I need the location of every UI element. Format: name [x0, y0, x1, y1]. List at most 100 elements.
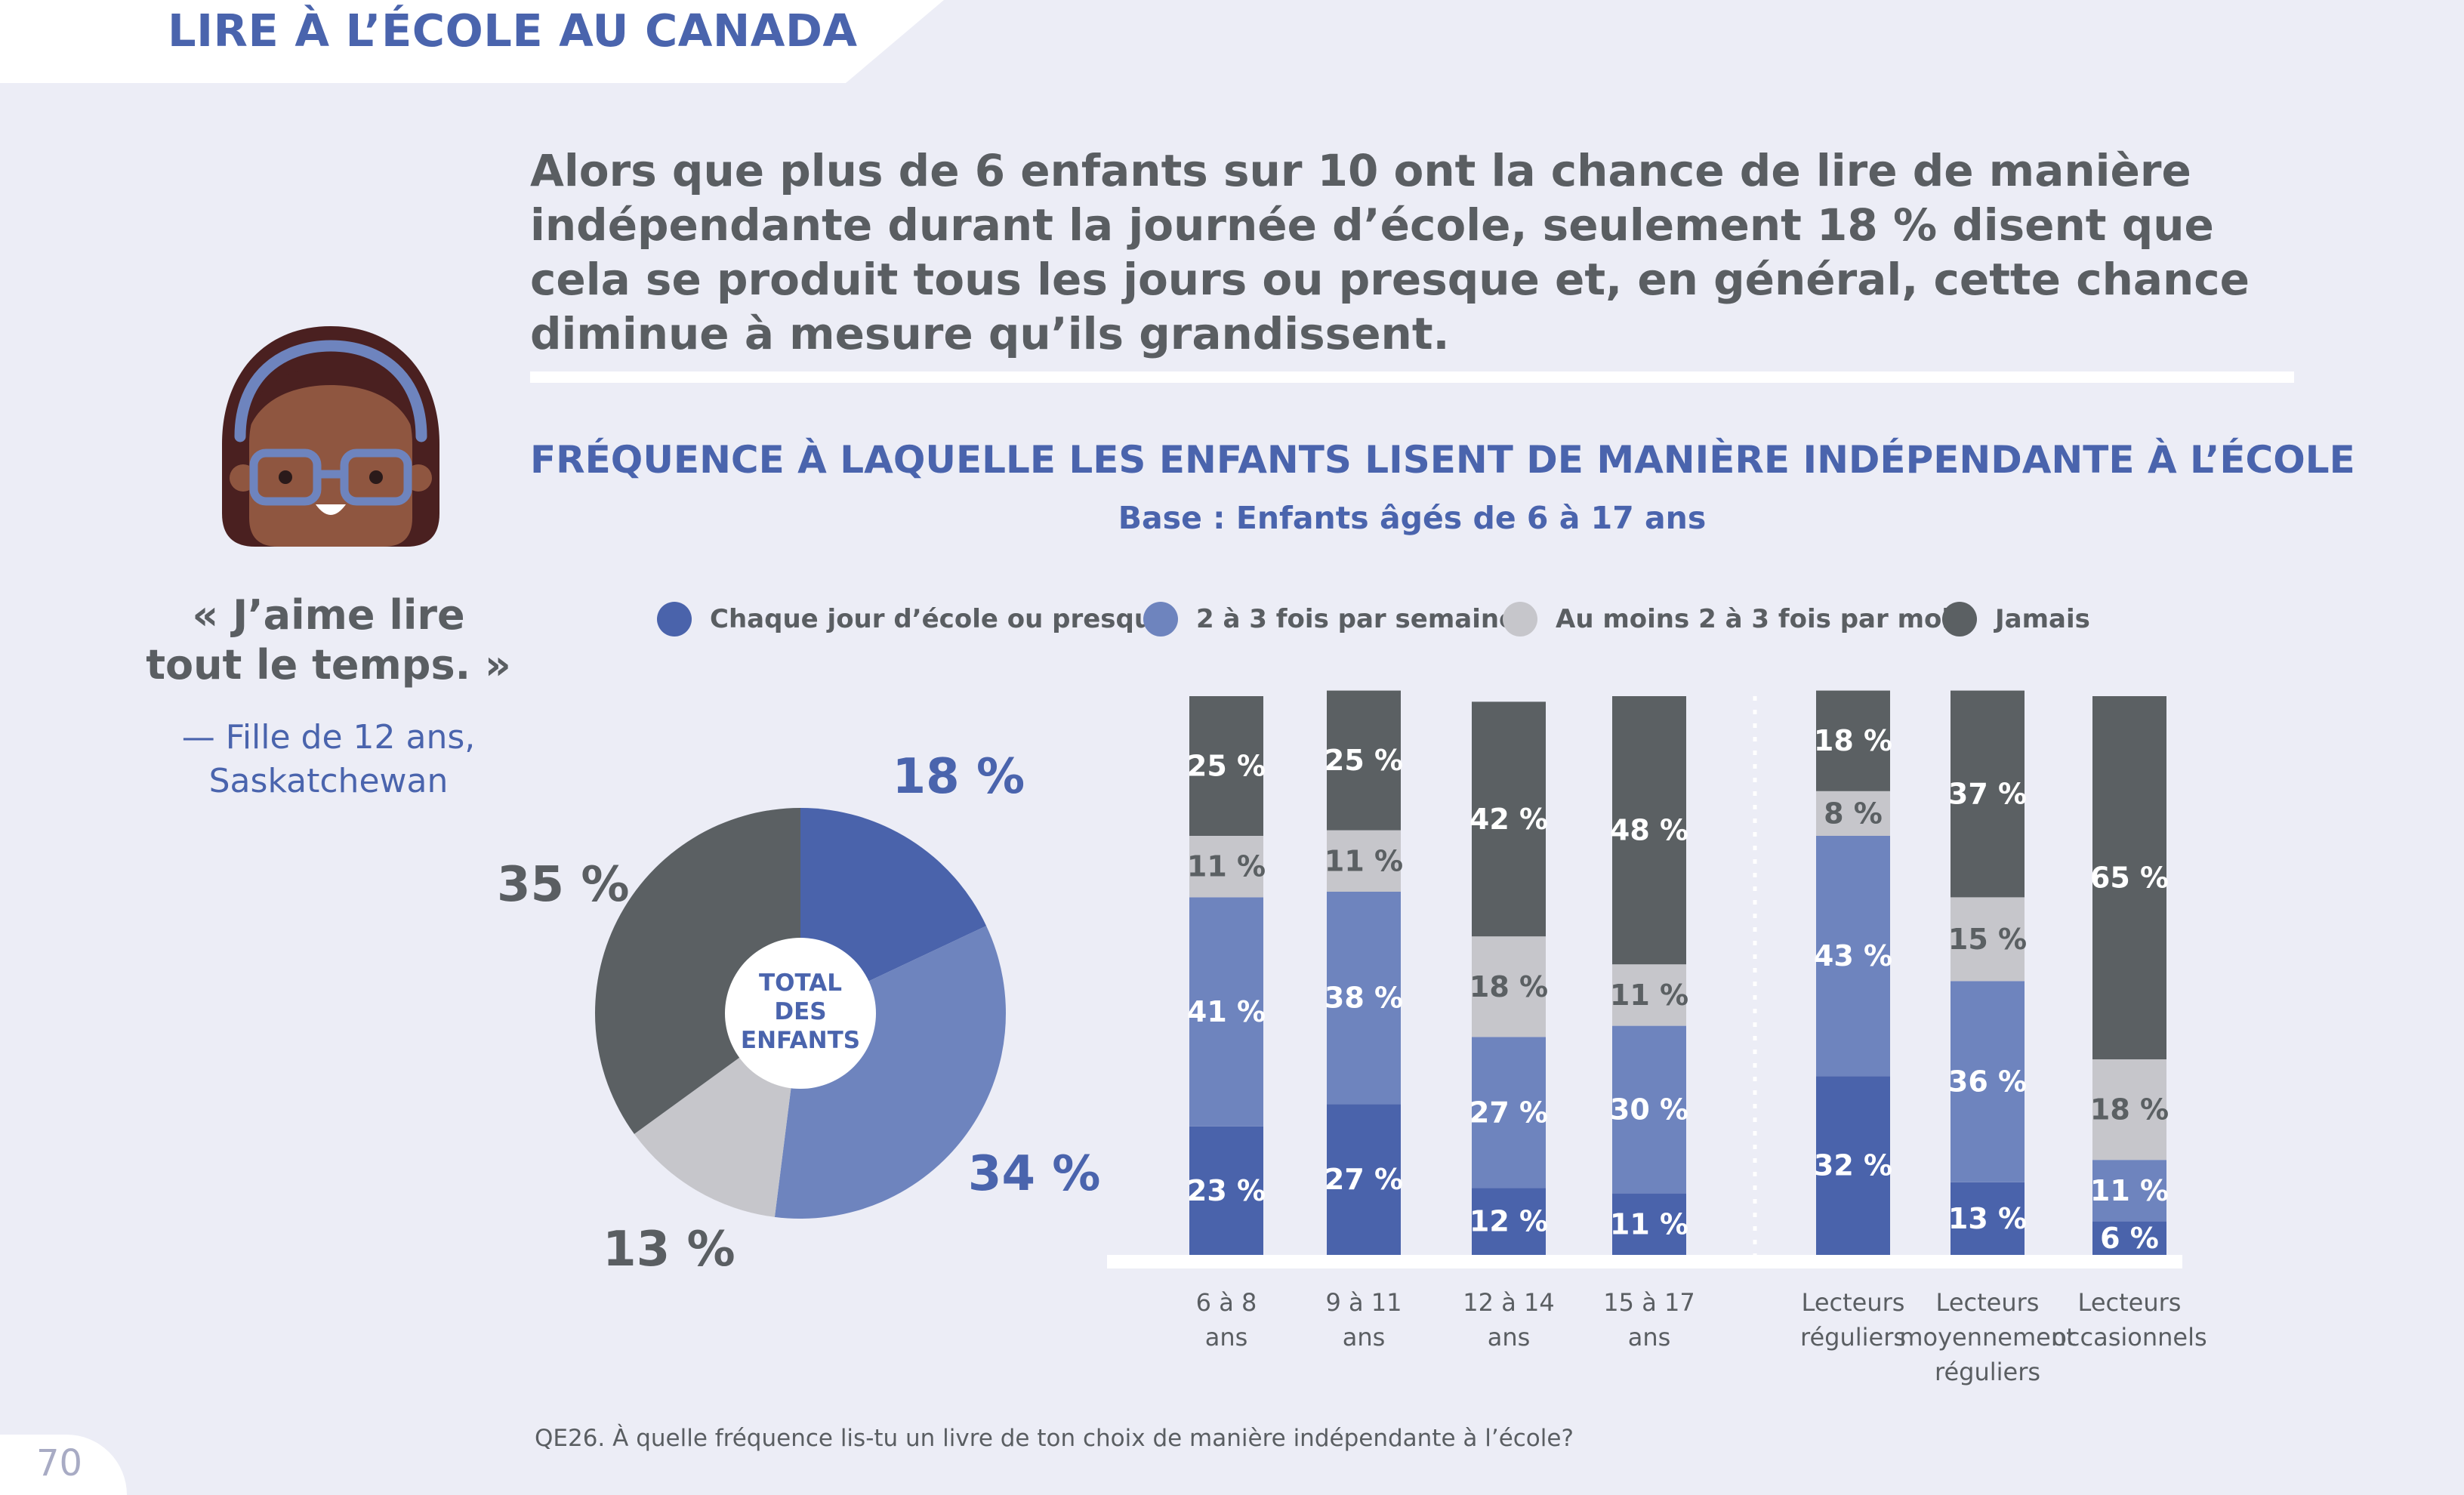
bar-segment-monthly: [1327, 830, 1401, 892]
x-tick-label: ans: [1628, 1323, 1671, 1352]
bar-value-label: 36 %: [1948, 1065, 2027, 1099]
stacked-bar-chart: 23 % 41 % 11 % 25 % 6 à 8 ans 27 % 38 % 11 % 25 %…: [1087, 680, 2250, 1435]
bar-segment-weekly: [1612, 1025, 1686, 1194]
pie-center: [725, 938, 876, 1089]
x-axis-baseline: [1107, 1255, 2182, 1268]
x-tick-label: occasionnels: [2052, 1323, 2206, 1352]
x-tick-label: ans: [1488, 1323, 1531, 1352]
legend-label-daily: Chaque jour d’école ou presque: [710, 604, 1170, 634]
pie-label-weekly: 34 %: [967, 1145, 1101, 1202]
bar-segment-weekly: [1327, 892, 1401, 1105]
bar-value-label: 32 %: [1814, 1149, 1892, 1182]
pie-center-label: TOTAL: [759, 969, 842, 997]
pie-slice-never: [595, 808, 800, 1134]
legend-swatch-monthly: [1503, 602, 1537, 637]
bar-segment-daily: [1327, 1104, 1401, 1255]
bar-segment-weekly: [1189, 897, 1263, 1127]
bar-value-label: 18 %: [2090, 1093, 2169, 1127]
bar-segment-daily: [1951, 1182, 2025, 1255]
bar-segment-monthly: [1189, 836, 1263, 898]
pie-center-label: ENFANTS: [741, 1027, 860, 1054]
legend-label-weekly: 2 à 3 fois par semaine: [1196, 604, 1517, 634]
quote-attribution: — Fille de 12 ans, Saskatchewan: [113, 716, 544, 803]
legend-item-daily: Chaque jour d’école ou presque: [657, 600, 1170, 638]
x-tick-label: 15 à 17: [1603, 1288, 1695, 1317]
bar-value-label: 6 %: [2100, 1222, 2159, 1255]
x-tick-label: réguliers: [1935, 1358, 2040, 1386]
bar-value-label: 25 %: [1187, 750, 1266, 783]
section-title: LIRE À L’ÉCOLE AU CANADA: [168, 5, 858, 57]
girl-with-glasses-icon: [217, 323, 444, 550]
bar-value-label: 11 %: [1187, 850, 1266, 883]
pie-label-monthly: 13 %: [603, 1221, 735, 1278]
bar-segment-never: [1816, 690, 1890, 791]
bar-segment-never: [1189, 696, 1263, 836]
legend-label-monthly: Au moins 2 à 3 fois par mois: [1556, 604, 1966, 634]
attribution-line-2: Saskatchewan: [208, 762, 449, 800]
x-tick-label: Lecteurs: [1936, 1288, 2040, 1317]
bar-segment-daily: [1189, 1126, 1263, 1255]
bar-svg: 23 % 41 % 11 % 25 % 6 à 8 ans 27 % 38 % 11 % 25 %…: [1107, 690, 2207, 1386]
bar-value-label: 23 %: [1187, 1174, 1266, 1207]
legend-item-monthly: Au moins 2 à 3 fois par mois: [1503, 600, 1966, 638]
page-number: 70: [36, 1442, 83, 1484]
bar-value-label: 37 %: [1948, 778, 2027, 811]
bar-segment-daily: [1472, 1188, 1546, 1255]
x-tick-label: moyennement: [1899, 1323, 2075, 1352]
bar-value-label: 8 %: [1824, 797, 1883, 830]
bar-value-label: 18 %: [1469, 970, 1548, 1003]
legend-item-never: Jamais: [1942, 600, 2090, 638]
legend-label-never: Jamais: [1995, 604, 2090, 634]
bar-value-label: 42 %: [1469, 803, 1548, 836]
chart-subtitle: Base : Enfants âgés de 6 à 17 ans: [1118, 500, 1707, 536]
x-tick-label: Lecteurs: [1802, 1288, 1905, 1317]
bar-segment-never: [1951, 690, 2025, 898]
bar-segment-weekly: [1472, 1037, 1546, 1188]
bar-segment-never: [2092, 696, 2166, 1059]
x-tick-label: 6 à 8: [1196, 1288, 1257, 1317]
bar-value-label: 25 %: [1325, 744, 1403, 777]
bar-value-label: 30 %: [1610, 1093, 1688, 1127]
bar-value-label: 11 %: [1610, 1207, 1688, 1241]
x-tick-label: ans: [1205, 1323, 1248, 1352]
legend-swatch-daily: [657, 602, 692, 637]
pie-center-label: DES: [774, 998, 826, 1025]
bar-segment-weekly: [2092, 1160, 2166, 1222]
bar-segment-monthly: [1816, 791, 1890, 836]
x-tick-label: 9 à 11: [1325, 1288, 1402, 1317]
x-tick-label: réguliers: [1800, 1323, 1906, 1352]
quote-text: « J’aime lire tout le temps. »: [113, 590, 544, 690]
bar-value-label: 48 %: [1610, 814, 1688, 847]
bar-segment-weekly: [1816, 836, 1890, 1077]
bar-segment-monthly: [1472, 936, 1546, 1037]
quote-line-2: tout le temps. »: [146, 641, 511, 689]
divider: [530, 371, 2294, 383]
bar-value-label: 15 %: [1948, 923, 2027, 956]
bar-segment-monthly: [1951, 897, 2025, 982]
x-tick-label: 12 à 14: [1463, 1288, 1554, 1317]
bar-segment-daily: [1816, 1076, 1890, 1255]
bar-value-label: 65 %: [2090, 862, 2169, 895]
x-tick-label: Lecteurs: [2078, 1288, 2182, 1317]
header-tab: [0, 0, 944, 83]
pie-chart: TOTAL DES ENFANTS 18 % 34 % 13 % 35 %: [497, 749, 1102, 1278]
bar-value-label: 43 %: [1814, 939, 1892, 973]
bar-value-label: 11 %: [2090, 1174, 2169, 1207]
legend-item-weekly: 2 à 3 fois par semaine: [1143, 600, 1516, 638]
bar-value-label: 27 %: [1325, 1163, 1403, 1196]
bar-value-label: 18 %: [1814, 724, 1892, 757]
bar-value-label: 13 %: [1948, 1202, 2027, 1235]
bar-segment-daily: [1612, 1193, 1686, 1255]
bar-value-label: 27 %: [1469, 1096, 1548, 1129]
chart-title: FRÉQUENCE À LAQUELLE LES ENFANTS LISENT …: [530, 438, 2355, 482]
bar-segment-never: [1327, 690, 1401, 831]
bar-segment-daily: [2092, 1221, 2166, 1255]
quote-line-1: « J’aime lire: [192, 591, 465, 639]
pie-label-never: 35 %: [497, 857, 630, 914]
bar-segment-never: [1612, 696, 1686, 965]
bar-segment-monthly: [1612, 964, 1686, 1026]
bar-segment-monthly: [2092, 1059, 2166, 1161]
bar-segment-weekly: [1951, 981, 2025, 1182]
pie-label-daily: 18 %: [892, 749, 1025, 806]
bar-value-label: 38 %: [1325, 982, 1403, 1015]
